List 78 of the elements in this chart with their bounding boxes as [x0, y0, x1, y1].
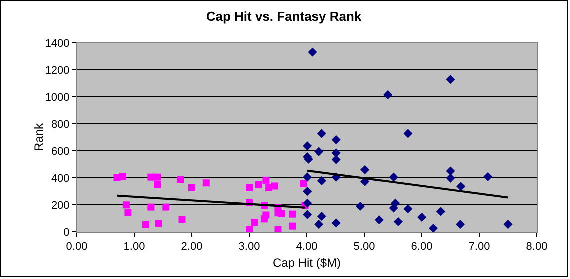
point: [177, 176, 184, 184]
y-tick-label: 400: [51, 172, 70, 185]
x-tick-label: 1.00: [124, 241, 146, 254]
point: [142, 221, 150, 228]
point: [154, 174, 161, 181]
point: [303, 198, 312, 208]
x-tick-label: 7.00: [468, 241, 490, 254]
point: [317, 129, 326, 138]
point: [155, 220, 162, 228]
point: [484, 172, 493, 182]
x-tick-label: 8.00: [526, 241, 548, 254]
point: [446, 166, 456, 176]
y-tick-label: 200: [51, 200, 70, 212]
point: [202, 180, 210, 187]
point: [122, 202, 130, 209]
y-tick-label: 1000: [45, 92, 70, 104]
chart-title: Cap Hit vs. Fantasy Rank: [206, 9, 362, 24]
point: [255, 181, 262, 188]
point: [504, 220, 513, 230]
point: [262, 212, 270, 219]
point: [271, 182, 278, 190]
point: [154, 181, 161, 188]
point: [360, 165, 370, 174]
y-axis-title: Rank: [32, 122, 46, 152]
point: [394, 217, 403, 226]
y-tick-label: 1400: [45, 38, 70, 50]
point: [246, 184, 253, 192]
point: [456, 220, 466, 230]
point: [391, 198, 400, 208]
point: [300, 180, 308, 188]
point: [417, 212, 427, 222]
point: [384, 90, 393, 100]
point: [162, 204, 170, 211]
point: [178, 216, 186, 224]
point: [317, 212, 326, 222]
point: [428, 224, 438, 232]
point: [303, 142, 312, 151]
point: [389, 172, 398, 182]
point: [374, 216, 384, 225]
point: [188, 184, 196, 192]
point: [332, 218, 341, 228]
point: [148, 204, 155, 211]
point: [303, 172, 312, 182]
x-tick-label: 5.00: [354, 241, 376, 254]
x-tick-label: 4.00: [296, 241, 318, 254]
y-tick-label: 800: [51, 118, 70, 131]
point: [274, 226, 282, 232]
point: [289, 210, 296, 218]
point: [456, 182, 466, 192]
point: [262, 176, 270, 184]
point: [317, 176, 326, 186]
x-tick-label: 2.00: [181, 241, 203, 254]
x-axis-title: Cap Hit ($M): [272, 256, 342, 270]
point: [148, 174, 155, 181]
y-tick-label: 0: [64, 226, 70, 239]
point: [404, 129, 413, 138]
point: [251, 219, 258, 226]
point: [308, 48, 318, 57]
point: [246, 226, 253, 232]
point: [332, 135, 341, 144]
point: [314, 147, 324, 156]
point: [446, 174, 456, 183]
point: [314, 220, 324, 230]
point: [278, 210, 286, 218]
point: [404, 204, 413, 214]
y-tick-label: 1200: [45, 64, 70, 77]
x-tick-label: 6.00: [411, 241, 433, 254]
point: [446, 75, 456, 84]
point: [120, 173, 126, 180]
point: [356, 202, 366, 212]
point: [436, 207, 446, 216]
x-tick-label: 3.00: [238, 241, 260, 254]
point: [289, 222, 296, 230]
y-tick-label: 600: [51, 146, 70, 158]
point: [303, 210, 312, 220]
x-tick-label: 0.00: [66, 241, 88, 254]
point: [124, 209, 132, 216]
point: [303, 186, 312, 196]
